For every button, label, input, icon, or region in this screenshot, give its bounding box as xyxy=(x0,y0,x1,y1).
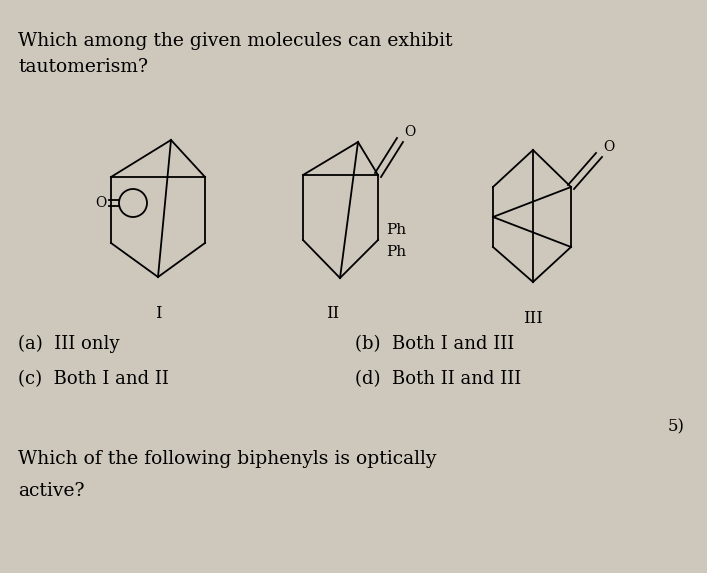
Text: Which among the given molecules can exhibit: Which among the given molecules can exhi… xyxy=(18,32,452,50)
Text: (d)  Both II and III: (d) Both II and III xyxy=(355,370,521,388)
Text: II: II xyxy=(327,305,339,322)
Text: III: III xyxy=(523,310,543,327)
Text: (b)  Both I and III: (b) Both I and III xyxy=(355,335,514,353)
Text: 5): 5) xyxy=(668,418,685,435)
Text: Which of the following biphenyls is optically: Which of the following biphenyls is opti… xyxy=(18,450,436,468)
Text: Ph: Ph xyxy=(386,245,406,259)
Text: (c)  Both I and II: (c) Both I and II xyxy=(18,370,169,388)
Text: tautomerism?: tautomerism? xyxy=(18,58,148,76)
Text: O: O xyxy=(95,196,107,210)
Text: (a)  III only: (a) III only xyxy=(18,335,119,353)
Text: active?: active? xyxy=(18,482,85,500)
Text: Ph: Ph xyxy=(386,223,406,237)
Text: O: O xyxy=(404,125,415,139)
Text: I: I xyxy=(155,305,161,322)
Text: O: O xyxy=(603,140,614,154)
